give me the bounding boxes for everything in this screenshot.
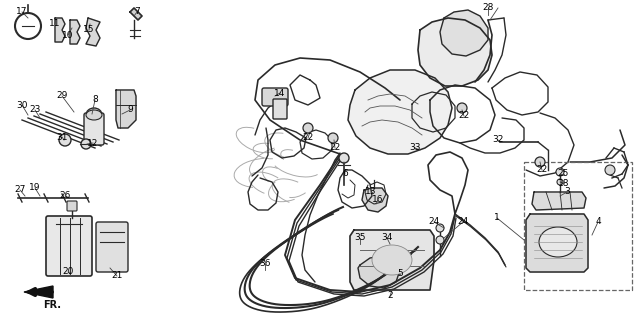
Text: 18: 18 — [558, 178, 570, 187]
Circle shape — [605, 165, 615, 175]
Text: 22: 22 — [302, 133, 314, 143]
Text: 4: 4 — [595, 218, 601, 226]
Polygon shape — [116, 90, 136, 128]
FancyBboxPatch shape — [273, 99, 287, 119]
Text: 30: 30 — [16, 100, 28, 110]
Polygon shape — [70, 20, 80, 44]
Text: 15: 15 — [83, 25, 95, 35]
Text: 27: 27 — [14, 186, 26, 194]
Circle shape — [436, 224, 444, 232]
Text: 29: 29 — [56, 91, 68, 100]
Text: 28: 28 — [483, 3, 493, 13]
Polygon shape — [362, 188, 388, 212]
Text: 12: 12 — [87, 138, 99, 148]
Text: 5: 5 — [397, 269, 403, 279]
Text: 14: 14 — [275, 89, 285, 98]
Text: FR.: FR. — [43, 300, 61, 310]
Text: 19: 19 — [29, 183, 41, 192]
Polygon shape — [358, 256, 400, 288]
Text: 2: 2 — [387, 291, 393, 300]
Text: 24: 24 — [458, 218, 468, 226]
Text: 25: 25 — [557, 170, 569, 178]
Text: 31: 31 — [56, 133, 68, 142]
Circle shape — [556, 168, 564, 176]
Text: 36: 36 — [259, 259, 271, 268]
Ellipse shape — [86, 110, 102, 120]
Text: 16: 16 — [372, 196, 384, 204]
Circle shape — [81, 139, 91, 149]
Polygon shape — [418, 18, 492, 86]
Text: 20: 20 — [62, 268, 74, 277]
Text: 22: 22 — [536, 165, 548, 175]
Text: 33: 33 — [409, 143, 420, 153]
Text: 11: 11 — [49, 19, 61, 29]
Circle shape — [436, 236, 444, 244]
Text: 34: 34 — [381, 234, 393, 242]
Polygon shape — [130, 8, 142, 20]
Text: 23: 23 — [29, 106, 41, 115]
Text: 6: 6 — [342, 170, 348, 178]
Polygon shape — [24, 286, 53, 298]
Polygon shape — [532, 192, 586, 210]
Text: 26: 26 — [60, 192, 70, 201]
Text: 35: 35 — [355, 234, 365, 242]
Text: 32: 32 — [492, 136, 504, 144]
Circle shape — [557, 179, 563, 185]
FancyBboxPatch shape — [96, 222, 128, 272]
Text: 17: 17 — [16, 8, 28, 17]
Circle shape — [59, 134, 71, 146]
Polygon shape — [526, 214, 588, 272]
Circle shape — [535, 157, 545, 167]
Text: 21: 21 — [111, 272, 123, 280]
Text: 13: 13 — [365, 187, 377, 197]
Polygon shape — [55, 18, 65, 42]
FancyBboxPatch shape — [46, 216, 92, 276]
Ellipse shape — [539, 227, 577, 257]
Text: 22: 22 — [458, 111, 470, 121]
Text: 7: 7 — [134, 8, 140, 17]
FancyBboxPatch shape — [67, 201, 77, 211]
Text: 10: 10 — [62, 30, 74, 40]
Circle shape — [457, 103, 467, 113]
Text: 3: 3 — [564, 187, 570, 197]
Polygon shape — [350, 230, 434, 290]
Polygon shape — [440, 10, 488, 56]
Text: 9: 9 — [127, 106, 133, 115]
Circle shape — [328, 133, 338, 143]
Polygon shape — [348, 70, 452, 154]
Ellipse shape — [86, 108, 102, 122]
Ellipse shape — [372, 245, 412, 275]
Circle shape — [339, 153, 349, 163]
Text: 24: 24 — [428, 218, 440, 226]
Text: 8: 8 — [92, 95, 98, 105]
FancyBboxPatch shape — [84, 113, 104, 145]
Polygon shape — [86, 18, 100, 46]
FancyBboxPatch shape — [262, 88, 288, 106]
Circle shape — [303, 123, 313, 133]
Text: 22: 22 — [330, 143, 340, 153]
Text: 1: 1 — [494, 214, 500, 223]
